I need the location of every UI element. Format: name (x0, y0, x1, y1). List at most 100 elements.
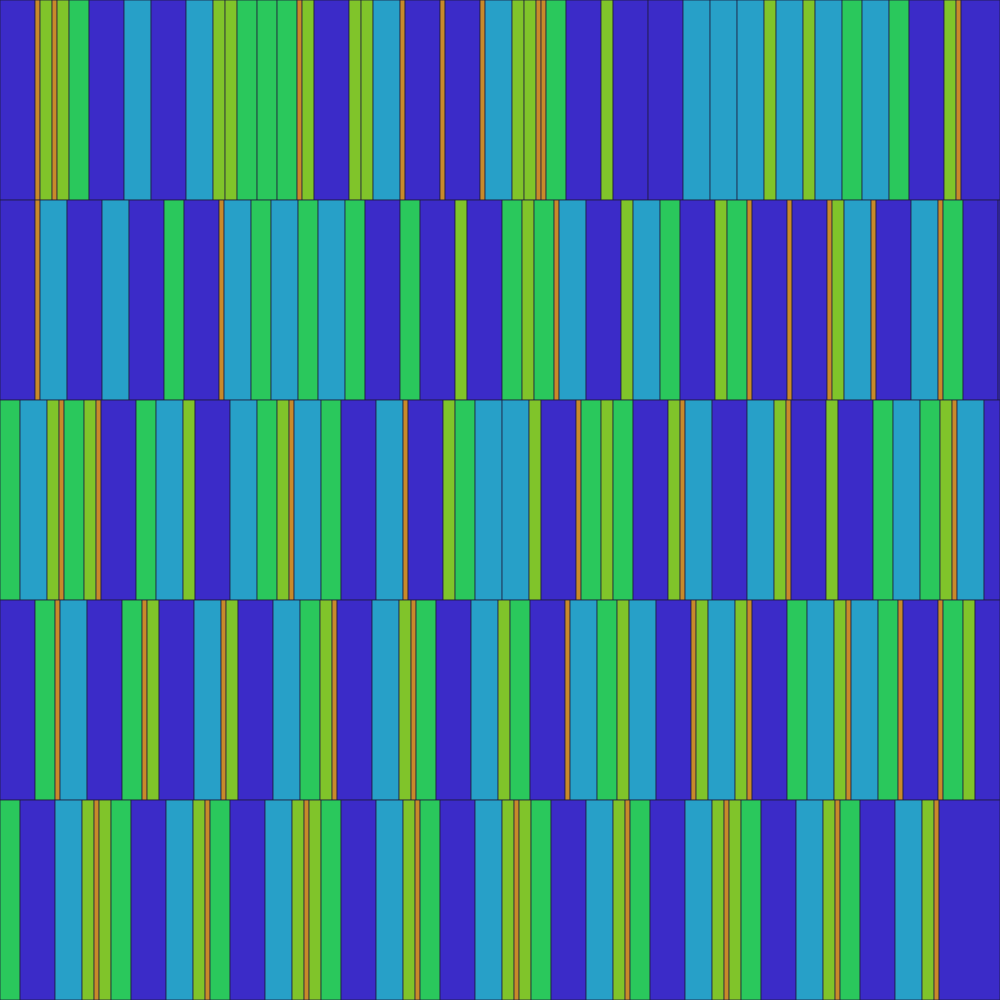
stripe (845, 599, 852, 801)
stripe (454, 199, 468, 401)
stripe (894, 799, 923, 1000)
stripe (600, 0, 614, 201)
stripe (313, 0, 350, 201)
stripe (535, 0, 542, 201)
stripe (826, 199, 833, 401)
stripe (775, 0, 804, 201)
stripe (511, 0, 525, 201)
stripe (223, 199, 252, 401)
stripe (933, 799, 940, 1000)
stripe (521, 199, 535, 401)
stripe (454, 399, 476, 601)
stripe (415, 599, 437, 801)
stripe (726, 199, 748, 401)
stripe (364, 199, 401, 401)
stripe (444, 0, 481, 201)
stripe (466, 199, 503, 401)
stripe (299, 599, 321, 801)
stripe (937, 199, 944, 401)
stripe (0, 599, 36, 801)
stripe (183, 199, 220, 401)
stripe (212, 0, 226, 201)
stripe (751, 599, 788, 801)
stripe (580, 399, 602, 601)
stripe (919, 399, 941, 601)
stripe (474, 399, 503, 601)
stripe (340, 399, 377, 601)
stripe (802, 0, 816, 201)
stripe (414, 799, 421, 1000)
stripe (224, 0, 238, 201)
stripe (501, 199, 523, 401)
stripe (225, 599, 239, 801)
stripe (442, 399, 456, 601)
stripe (596, 599, 618, 801)
stripe (540, 0, 547, 201)
stripe (791, 199, 828, 401)
stripe (163, 199, 185, 401)
stripe (529, 599, 566, 801)
stripe (54, 799, 83, 1000)
stripe (256, 0, 278, 201)
stripe (86, 599, 123, 801)
stripe (100, 399, 137, 601)
stripe (714, 199, 728, 401)
stripe (528, 399, 542, 601)
stripe (155, 399, 184, 601)
stripe (165, 799, 194, 1000)
stripe (98, 799, 112, 1000)
stripe (276, 0, 298, 201)
stripe (825, 399, 839, 601)
stripe (81, 799, 95, 1000)
stripe (130, 799, 167, 1000)
stripe (121, 599, 143, 801)
stripe (336, 599, 373, 801)
stripe (695, 599, 709, 801)
stripe (939, 399, 953, 601)
stripe (470, 599, 499, 801)
stripe (839, 799, 861, 1000)
stripe (135, 399, 157, 601)
stripe (51, 0, 58, 201)
stripe (530, 799, 552, 1000)
stripe (398, 599, 412, 801)
stripe (371, 599, 400, 801)
stripe (760, 799, 797, 1000)
stripe (872, 399, 894, 601)
stripe (0, 199, 36, 401)
stripe (509, 599, 531, 801)
stripe (158, 599, 195, 801)
stripe (297, 199, 319, 401)
stripe (553, 199, 560, 401)
stripe (612, 0, 649, 201)
stripe (558, 199, 587, 401)
stripe (192, 799, 206, 1000)
stripe (585, 799, 614, 1000)
stripe (320, 799, 342, 1000)
stripe (319, 599, 333, 801)
stripe (667, 399, 681, 601)
stripe (250, 199, 272, 401)
stripe (439, 799, 476, 1000)
stripe (786, 599, 808, 801)
stripe (288, 399, 295, 601)
stripe (711, 399, 748, 601)
stripe (150, 0, 187, 201)
stripe (229, 799, 266, 1000)
stripe (293, 399, 322, 601)
stripe (93, 799, 100, 1000)
stripe (0, 0, 36, 201)
stripe (833, 599, 847, 801)
stripe (897, 599, 904, 801)
stripe (888, 0, 910, 201)
stripe (39, 199, 68, 401)
stripe (220, 599, 227, 801)
stripe (870, 199, 877, 401)
stripe (88, 0, 125, 201)
stripe (209, 799, 231, 1000)
stripe (682, 0, 711, 201)
stripe (746, 199, 753, 401)
stripe (861, 0, 890, 201)
stripe (763, 0, 777, 201)
